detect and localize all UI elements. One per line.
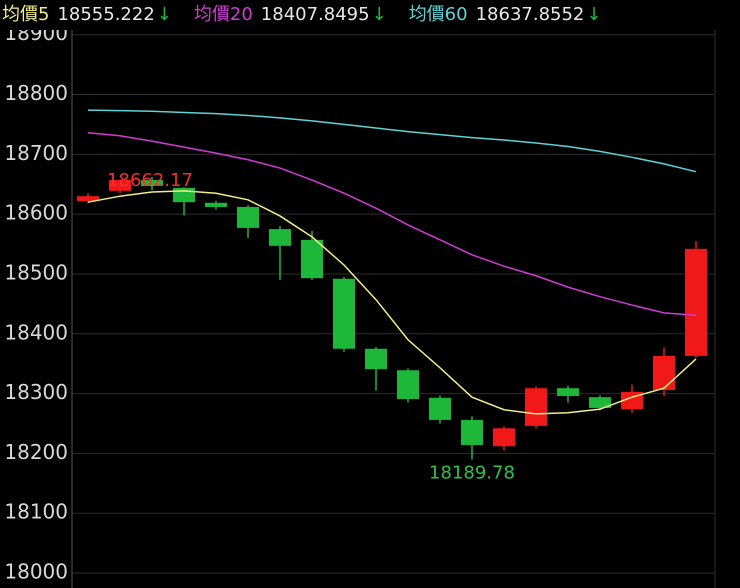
ma-line bbox=[87, 109, 697, 173]
candle-body bbox=[333, 278, 355, 349]
candle-body bbox=[397, 370, 419, 399]
candle-body bbox=[653, 355, 675, 391]
candle-body bbox=[461, 419, 483, 446]
legend-arrow: ↓ bbox=[372, 4, 387, 25]
y-tick-label: 18600 bbox=[4, 201, 68, 225]
candle-body bbox=[685, 248, 707, 356]
y-tick-label: 18400 bbox=[4, 320, 68, 344]
y-tick-label: 18200 bbox=[4, 440, 68, 464]
candle-body bbox=[77, 196, 99, 201]
candle-body bbox=[429, 397, 451, 420]
ma-line bbox=[87, 190, 697, 415]
legend-value: 18407.8495 bbox=[261, 4, 370, 25]
legend-name: 均價5 bbox=[2, 4, 49, 25]
candle-body bbox=[493, 428, 515, 447]
y-tick-label: 18100 bbox=[4, 500, 68, 524]
candle-body bbox=[589, 397, 611, 408]
candle-body bbox=[301, 239, 323, 279]
candle-body bbox=[205, 202, 227, 207]
legend-arrow: ↓ bbox=[157, 4, 172, 25]
y-tick-label: 18000 bbox=[4, 560, 68, 584]
legend-arrow: ↓ bbox=[586, 4, 601, 25]
candle-body bbox=[141, 180, 163, 187]
candle-body bbox=[109, 180, 131, 191]
legend-name: 均價20 bbox=[194, 4, 253, 25]
y-tick-label: 18500 bbox=[4, 260, 68, 284]
legend-value: 18555.222 bbox=[57, 4, 154, 25]
y-tick-label: 18800 bbox=[4, 81, 68, 105]
y-tick-label: 18700 bbox=[4, 141, 68, 165]
candle-body bbox=[237, 206, 259, 228]
ma-line bbox=[87, 132, 697, 316]
legend-value: 18637.8552 bbox=[476, 4, 585, 25]
max-label: 18662.17 bbox=[107, 170, 193, 191]
y-tick-label: 18300 bbox=[4, 380, 68, 404]
candle-body bbox=[525, 388, 547, 426]
legend-background bbox=[0, 0, 740, 30]
min-label: 18189.78 bbox=[429, 463, 515, 484]
legend-name: 均價60 bbox=[409, 4, 468, 25]
candle-body bbox=[365, 348, 387, 370]
candle-body bbox=[557, 388, 579, 396]
candle-body bbox=[269, 229, 291, 246]
